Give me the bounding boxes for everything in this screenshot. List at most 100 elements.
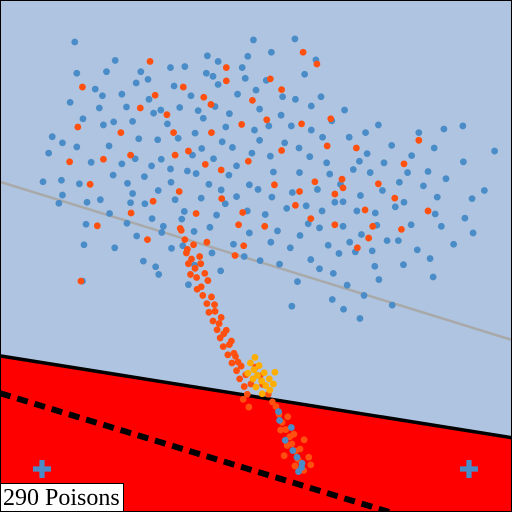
scatter-point-clean [218,187,225,194]
scatter-point-clean [408,221,415,228]
scatter-point-clean [278,112,285,119]
scatter-point-clean [340,198,347,205]
scatter-point-clean [149,215,156,222]
scatter-point-poison [249,97,256,104]
scatter-point-clean [96,105,103,112]
scatter-point-clean [239,64,246,71]
scatter-point-clean [127,199,134,206]
scatter-point-clean [431,145,438,152]
scatter-point-poison [178,227,185,234]
scatter-point-poison [398,226,405,233]
scatter-point-clean [124,220,131,227]
scatter-point-poison [292,202,299,209]
scatter-point-clean [361,292,368,299]
scatter-point-clean [319,208,326,215]
scatter-point-clean [172,196,179,203]
scatter-point-clean [229,144,236,151]
scatter-point-clean [198,145,205,152]
scatter-point-clean [270,169,277,176]
scatter-point-clean [222,124,229,131]
poison-count-label: 290 Poisons [0,483,124,512]
scatter-point-clean [73,144,80,151]
scatter-point-poison [180,84,187,91]
scatter-point-poison [238,363,245,370]
scatter-point-poison [66,158,73,165]
scatter-point-clean [314,186,321,193]
scatter-point-poison [185,148,192,155]
scatter-point-poison_highlight [261,369,268,376]
scatter-point-poison [239,209,246,216]
scatter-point-clean [76,180,83,187]
scatter-point-clean [379,187,386,194]
scatter-point-poison [194,286,201,293]
scatter-point-poison [172,152,179,159]
scatter-point-clean [181,208,188,215]
scatter-point-clean [255,186,262,193]
scatter-point-clean [100,122,107,129]
scatter-point-clean [200,115,207,122]
scatter-point-clean [392,203,399,210]
scatter-point-poison [292,463,299,470]
scatter-point-clean [210,73,217,80]
scatter-point-poison [144,236,151,243]
scatter-point-clean [167,64,174,71]
scatter-point-clean [288,424,295,431]
scatter-point-clean [294,278,301,285]
scatter-point-clean [71,39,78,46]
scatter-point-poison [401,160,408,167]
scatter-point-poison [307,461,314,468]
scatter-point-clean [150,110,157,117]
scatter-point-clean [276,417,283,424]
scatter-point-poison [327,115,334,122]
scatter-point-poison [232,252,239,259]
scatter-point-clean [267,239,274,246]
scatter-point-clean [481,187,488,194]
scatter-point-poison [297,446,304,453]
scatter-point-poison [128,210,135,217]
scatter-point-poison [190,241,197,248]
scatter-point-clean [137,68,144,75]
scatter-point-clean [396,179,403,186]
scatter-point-poison [117,129,124,136]
scatter-point-poison [229,360,236,367]
scatter-point-poison_highlight [270,381,277,388]
scatter-point-clean [297,232,304,239]
scatter-point-clean [265,123,272,130]
scatter-point-poison [314,61,321,68]
scatter-point-clean [371,263,378,270]
scatter-point-clean [292,36,299,43]
scatter-point-poison [296,188,303,195]
scatter-point-poison [199,292,206,299]
scatter-point-poison [181,236,188,243]
scatter-point-clean [274,228,281,235]
scatter-point-clean [362,129,369,136]
scatter-point-clean [267,153,274,160]
scatter-point-poison [365,235,372,242]
scatter-point-clean [204,52,211,59]
scatter-point-clean [461,215,468,222]
scatter-point-poison_highlight [244,370,251,377]
scatter-point-clean [111,244,118,251]
scatter-point-clean [256,106,263,113]
scatter-point-clean [275,408,282,415]
scatter-point-poison [218,167,225,174]
scatter-point-clean [133,80,140,87]
scatter-point-poison [223,77,230,84]
scatter-point-poison [354,244,361,251]
scatter-point-clean [219,138,226,145]
scatter-point-clean [230,241,237,248]
scatter-point-poison_highlight [259,390,266,397]
scatter-point-clean [207,224,214,231]
scatter-point-clean [193,170,200,177]
scatter-point-poison [208,101,215,108]
scatter-point-poison_highlight [266,387,273,394]
scatter-point-clean [283,205,290,212]
scatter-point-clean [106,143,113,150]
scatter-point-clean [404,169,411,176]
scatter-point-clean [246,230,253,237]
scatter-point-poison_highlight [256,362,263,369]
scatter-point-clean [195,107,202,114]
scatter-point-clean [434,194,441,201]
scatter-point-clean [357,192,364,199]
scatter-point-poison [290,431,297,438]
